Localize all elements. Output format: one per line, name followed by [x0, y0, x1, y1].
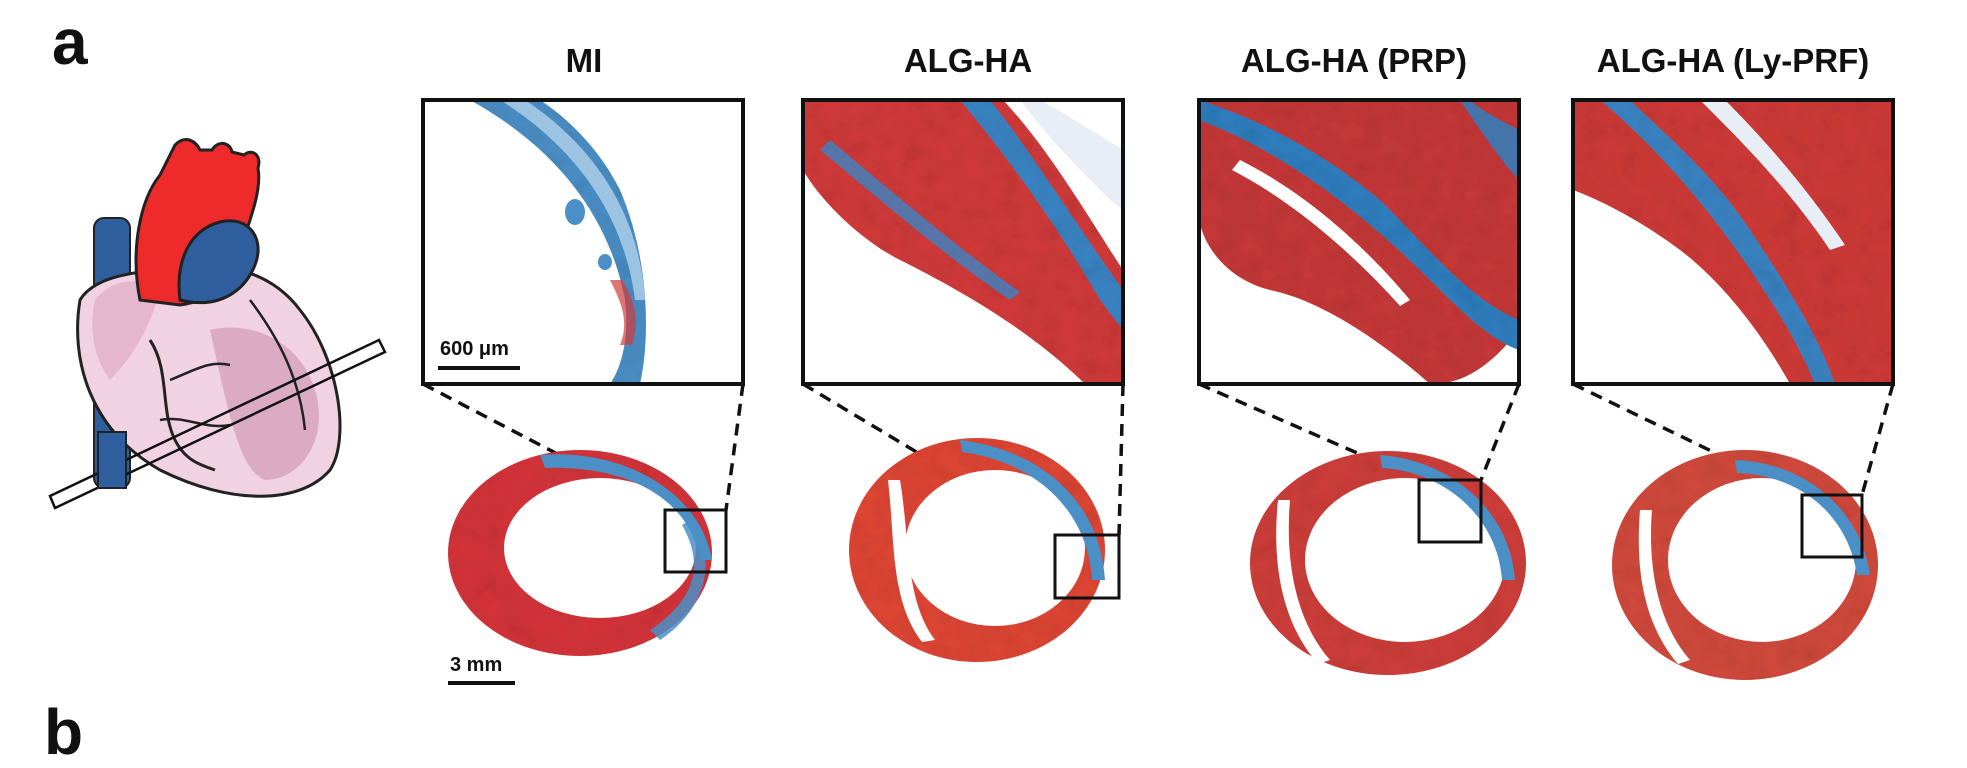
- scale-label-zoom: 600 μm: [440, 338, 509, 360]
- zoom-frame-mi: [421, 98, 745, 386]
- column-title-alg-ha-prp: ALG-HA (PRP): [1240, 42, 1468, 79]
- atrium-shade: [92, 281, 160, 380]
- column-title-alg-ha-ly-prf: ALG-HA (Ly-PRF): [1596, 42, 1870, 79]
- coronary-vessel-4: [248, 299, 307, 431]
- overview-section-mi: [448, 450, 728, 685]
- zoom-frame-alg-ha-ly-prf: [1571, 98, 1895, 386]
- column-title-mi: MI: [565, 42, 603, 79]
- overview-section-alg-ha: [849, 438, 1121, 662]
- scale-label-overview: 3 mm: [450, 654, 503, 676]
- figure: a b MI ALG-HA ALG-HA (PRP) ALG-HA (Ly-PR…: [44, 6, 1895, 764]
- zoom-frame-alg-ha: [801, 98, 1125, 386]
- overview-section-alg-ha-prp: [1250, 451, 1526, 675]
- section-plane: [48, 338, 387, 510]
- zoom-image-alg-ha: [803, 100, 1123, 384]
- coronary-vessel-1: [148, 339, 216, 472]
- column-title-alg-ha: ALG-HA: [903, 42, 1033, 79]
- figure-graphics: [48, 98, 1895, 685]
- ventricle-shade: [210, 327, 319, 480]
- heart-illustration: [48, 138, 387, 510]
- zoom-image-alg-ha-prp: [1199, 100, 1519, 384]
- zoom-frame-alg-ha-prp: [1197, 98, 1521, 386]
- zoom-image-alg-ha-ly-prf: [1573, 100, 1893, 384]
- zoom-image-mi: [423, 100, 743, 384]
- panel-label-a: a: [52, 6, 88, 78]
- coronary-vessel-2: [169, 362, 231, 382]
- pulmonary-artery-shape: [177, 219, 260, 305]
- coronary-vessel-3: [159, 417, 231, 428]
- overview-section-alg-ha-ly-prf: [1612, 450, 1878, 680]
